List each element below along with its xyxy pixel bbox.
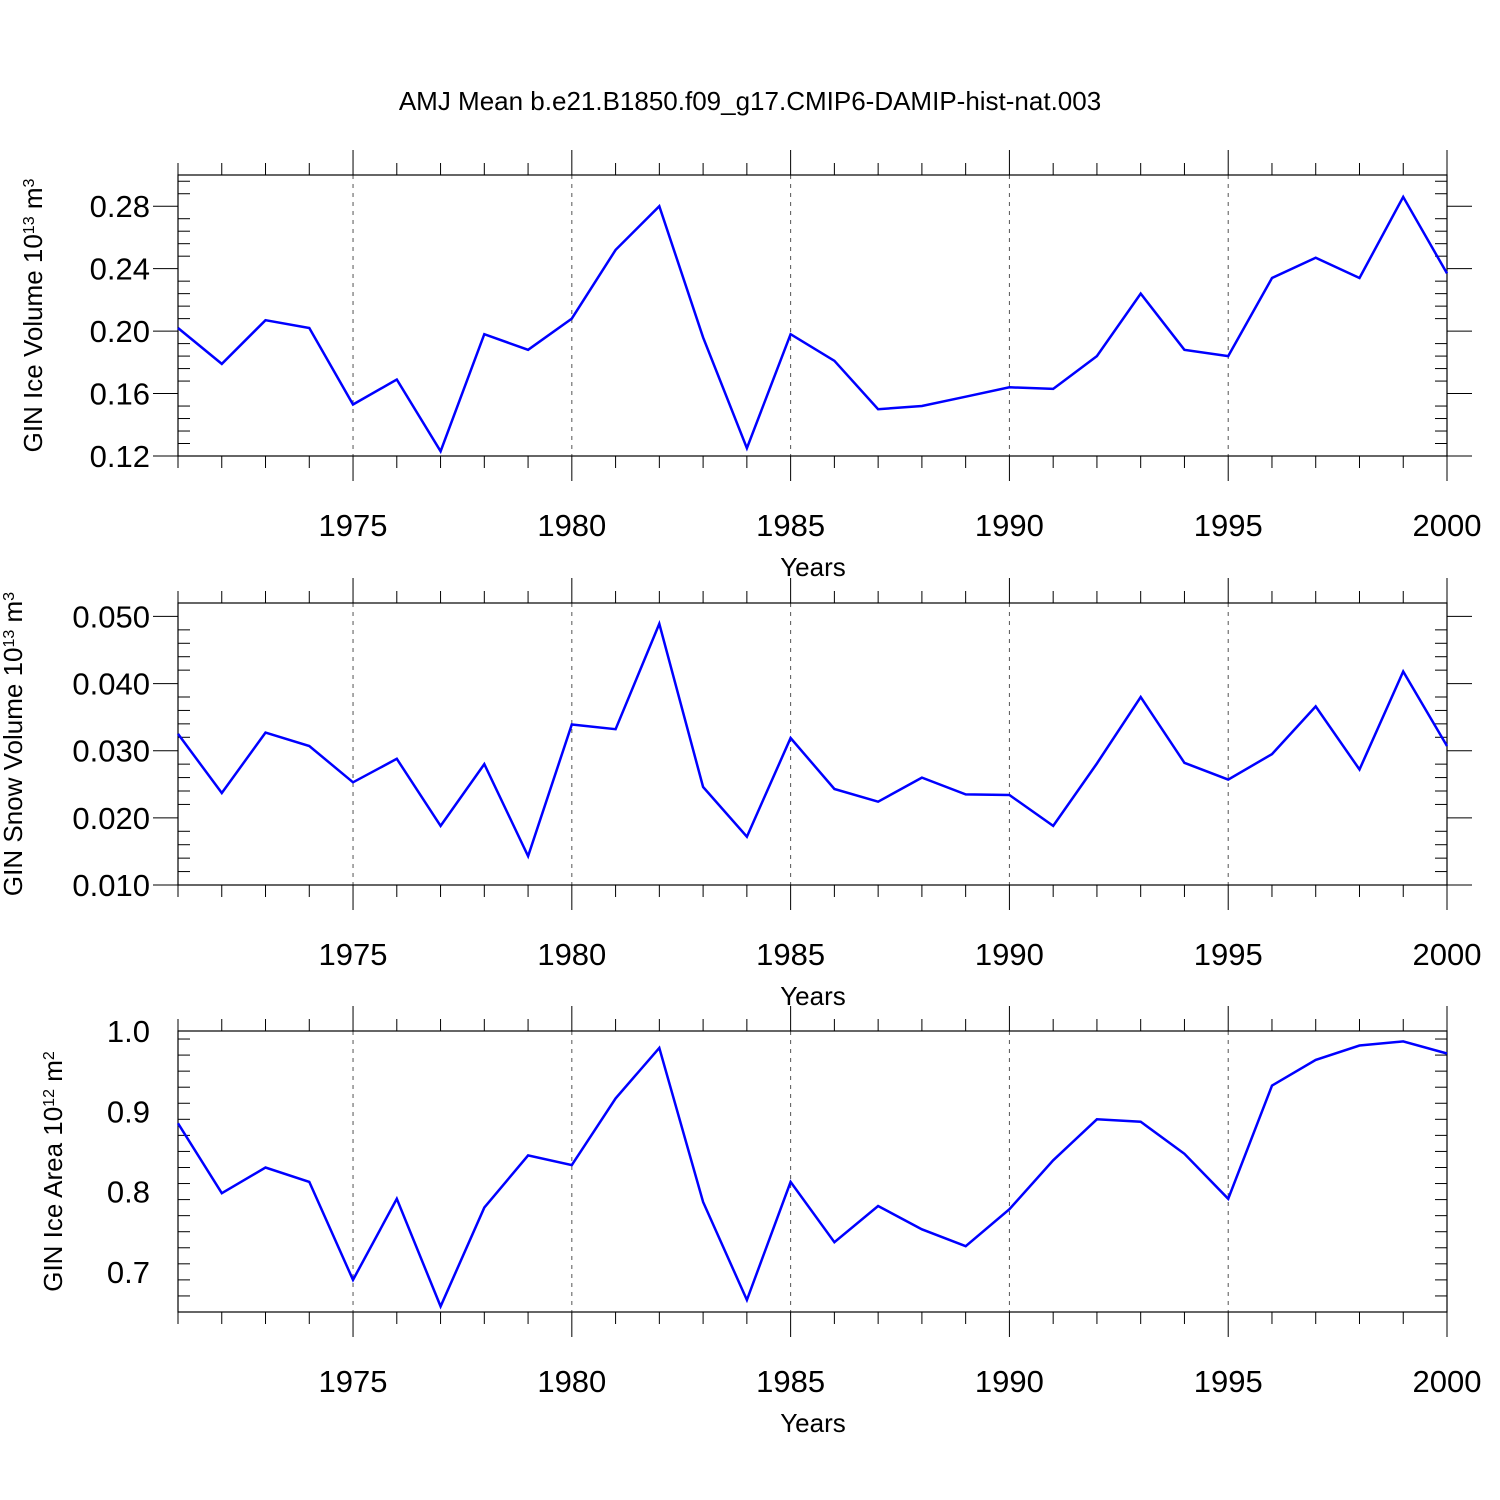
- figure-title: AMJ Mean b.e21.B1850.f09_g17.CMIP6-DAMIP…: [399, 86, 1101, 116]
- y-tick-label: 0.040: [72, 667, 150, 702]
- x-tick-label: 1975: [319, 508, 388, 543]
- x-tick-label: 1975: [319, 937, 388, 972]
- x-tick-label: 1985: [756, 937, 825, 972]
- panels: 0.12 0.16 0.20 0.24 0.28 1975 1980 1985 1990 1995…: [0, 150, 1481, 1438]
- x-tick-label: 1990: [975, 1364, 1044, 1399]
- chart-panel-1: 0.12 0.16 0.20 0.24 0.28 1975 1980 1985 1990 1995…: [18, 150, 1481, 582]
- y-tick-label: 0.030: [72, 734, 150, 769]
- x-axis-label: Years: [780, 1408, 846, 1438]
- plot-frame: [177, 174, 1448, 457]
- x-tick-label: 1990: [975, 937, 1044, 972]
- chart-panel-3: 0.7 0.8 0.9 1.0 1975 1980 1985 1990 1995 2000 Year…: [38, 1006, 1481, 1438]
- y-tick-label: 1.0: [107, 1014, 150, 1049]
- y-tick-label: 0.050: [72, 599, 150, 634]
- y-tick-label: 0.9: [107, 1094, 150, 1129]
- y-tick-label: 0.12: [90, 439, 150, 474]
- y-tick-label: 0.020: [72, 801, 150, 836]
- x-tick-label: 1980: [537, 1364, 606, 1399]
- x-tick-label: 1980: [537, 937, 606, 972]
- y-axis-label: GIN Ice Volume 1013 m3: [18, 178, 48, 452]
- x-tick-label: 1980: [537, 508, 606, 543]
- x-tick-label: 1995: [1194, 1364, 1263, 1399]
- x-tick-label: 2000: [1413, 937, 1482, 972]
- y-tick-label: 0.010: [72, 868, 150, 903]
- chart-panel-2: 0.010 0.020 0.030 0.040 0.050 1975 1980 1985 199…: [0, 578, 1481, 1011]
- x-axis-label: Years: [780, 552, 846, 582]
- y-axis-label: GIN Snow Volume 1013 m3: [0, 592, 28, 896]
- y-tick-label: 0.8: [107, 1175, 150, 1210]
- x-tick-label: 1975: [319, 1364, 388, 1399]
- y-tick-label: 0.16: [90, 377, 150, 412]
- series-line: [176, 1040, 1448, 1310]
- x-tick-label: 2000: [1413, 1364, 1482, 1399]
- y-tick-label: 0.20: [90, 314, 150, 349]
- x-axis-label: Years: [780, 981, 846, 1011]
- y-tick-label: 0.24: [90, 252, 150, 287]
- series-line: [177, 194, 1449, 455]
- plot-frame: [177, 602, 1448, 886]
- x-tick-label: 1985: [756, 508, 825, 543]
- y-axis-label: GIN Ice Area 1012 m2: [38, 1051, 68, 1292]
- x-tick-label: 1990: [975, 508, 1044, 543]
- x-tick-label: 1995: [1194, 937, 1263, 972]
- x-tick-label: 2000: [1413, 508, 1482, 543]
- plot-frame: [177, 1030, 1448, 1313]
- x-tick-label: 1995: [1194, 508, 1263, 543]
- x-tick-label: 1985: [756, 1364, 825, 1399]
- y-tick-label: 0.28: [90, 189, 150, 224]
- series-line: [176, 619, 1449, 860]
- y-tick-label: 0.7: [107, 1255, 150, 1290]
